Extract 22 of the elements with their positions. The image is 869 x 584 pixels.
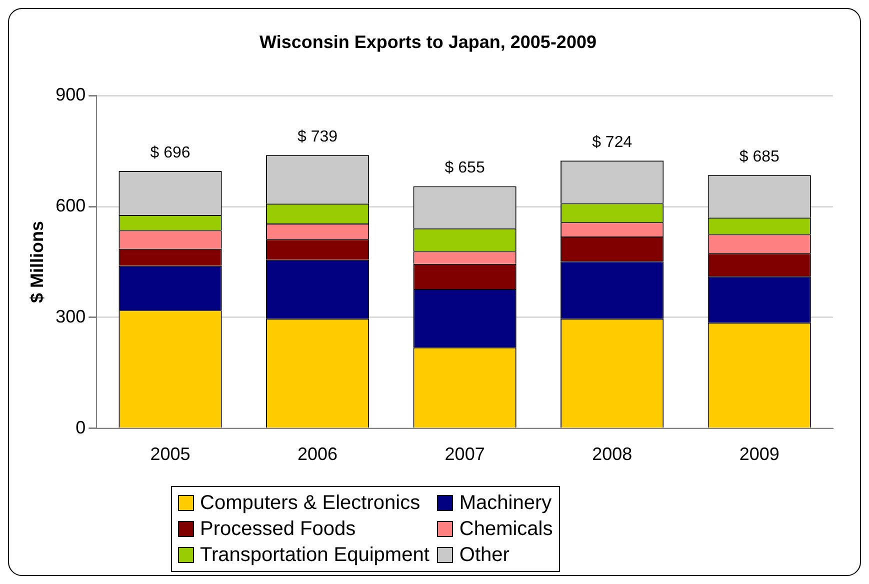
y-tick-label: 600	[56, 196, 86, 216]
total-label: $ 685	[739, 148, 780, 166]
legend-label: Transportation Equipment	[200, 543, 430, 568]
y-tick-label: 900	[56, 84, 86, 105]
y-tick-label: 0	[76, 417, 86, 438]
total-label: $ 696	[150, 144, 190, 162]
x-tick-label: 2009	[739, 444, 780, 464]
x-tick-label: 2005	[150, 444, 190, 464]
x-tick-label: 2008	[592, 444, 632, 464]
total-label: $ 655	[444, 160, 485, 177]
legend-label: Computers & Electronics	[200, 491, 420, 516]
y-tick-label: 300	[56, 306, 86, 326]
x-tick-label: 2007	[444, 444, 485, 464]
x-tick-label: 2006	[298, 444, 338, 464]
legend-label: Other	[459, 543, 510, 568]
legend-label: Chemicals	[459, 517, 553, 542]
legend-label: Machinery	[459, 491, 552, 516]
chart-title: Wisconsin Exports to Japan, 2005-2009	[260, 32, 596, 52]
y-axis-title: $ Millions	[26, 220, 47, 304]
total-label: $ 724	[592, 134, 632, 152]
total-label: $ 739	[298, 128, 338, 146]
legend-label: Processed Foods	[200, 517, 356, 542]
